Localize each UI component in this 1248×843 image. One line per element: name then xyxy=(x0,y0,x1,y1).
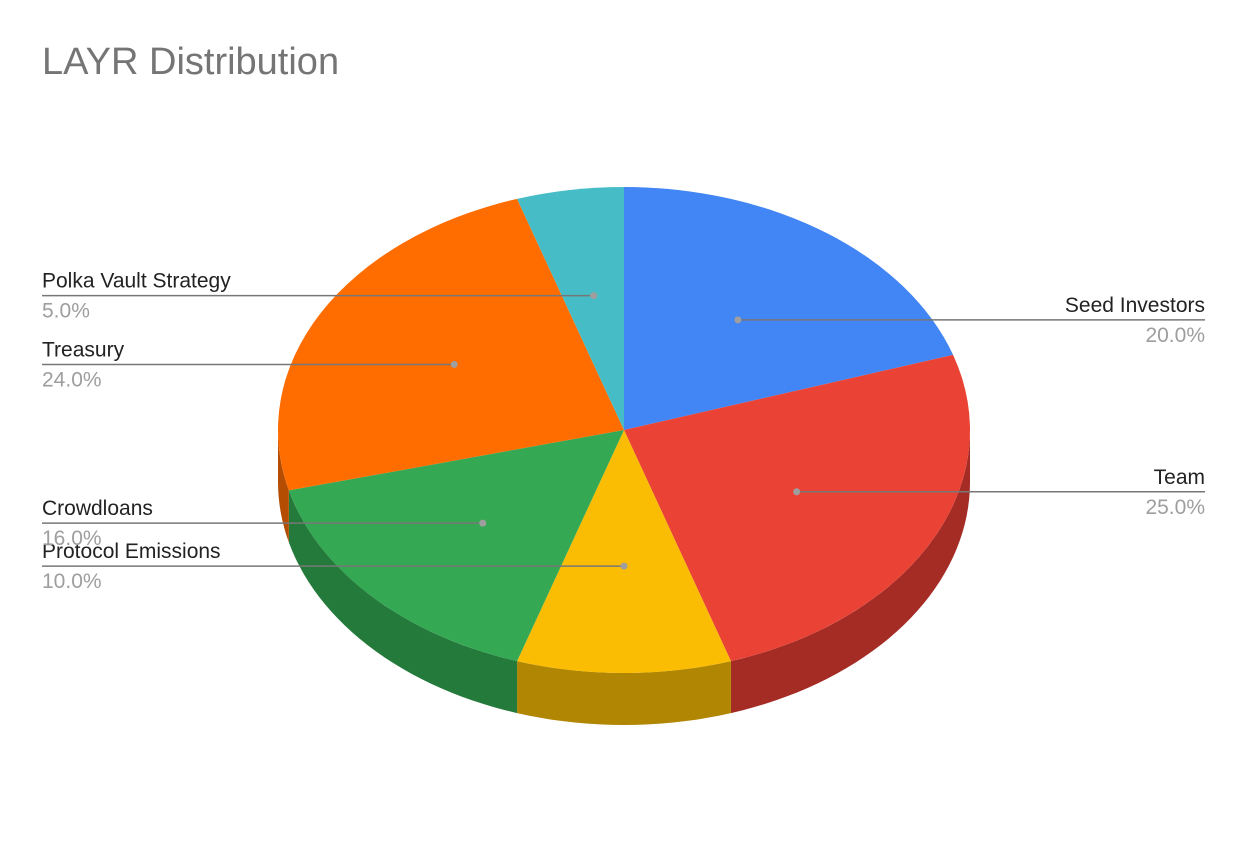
slice-label-polka-vault-strategy: Polka Vault Strategy xyxy=(42,270,231,293)
slice-percent-polka-vault-strategy: 5.0% xyxy=(42,300,90,323)
pie-side-team xyxy=(730,430,970,714)
pie-slices xyxy=(277,186,971,674)
pie-slice-team[interactable] xyxy=(624,354,971,662)
pie-slice-seed-investors[interactable] xyxy=(624,187,954,430)
slice-percent-team: 25.0% xyxy=(1145,496,1205,519)
pie-slice-crowdloans[interactable] xyxy=(288,430,624,662)
leader-dot-seed-investors xyxy=(734,316,742,324)
slice-labels: Seed Investors 20.0% Team 25.0% Protocol Emi… xyxy=(42,270,1205,593)
slice-percent-crowdloans: 16.0% xyxy=(42,527,102,550)
slice-label-team: Team xyxy=(1154,466,1205,489)
leader-dot-treasury xyxy=(450,360,458,368)
slice-label-crowdloans: Crowdloans xyxy=(42,497,153,520)
pie-side-protocol-emissions xyxy=(517,661,731,725)
chart-title: LAYR Distribution xyxy=(42,41,339,83)
leader-dot-protocol-emissions xyxy=(620,562,628,570)
leader-dot-crowdloans xyxy=(479,519,487,527)
pie-side-crowdloans xyxy=(288,490,518,714)
pie-side-treasury xyxy=(278,430,289,543)
slice-percent-treasury: 24.0% xyxy=(42,368,102,391)
slice-percent-protocol-emissions: 10.0% xyxy=(42,570,102,593)
slice-label-seed-investors: Seed Investors xyxy=(1065,294,1205,317)
pie-slice-treasury[interactable] xyxy=(277,198,624,491)
pie-slice-polka-vault-strategy[interactable] xyxy=(517,186,624,430)
slice-percent-seed-investors: 20.0% xyxy=(1145,324,1205,347)
leader-dot-polka-vault-strategy xyxy=(590,292,598,300)
leader-dot-team xyxy=(793,488,801,496)
slice-label-treasury: Treasury xyxy=(42,338,125,361)
slice-label-protocol-emissions: Protocol Emissions xyxy=(42,540,221,563)
pie-slice-protocol-emissions[interactable] xyxy=(517,430,731,674)
pie-sides xyxy=(278,430,970,725)
